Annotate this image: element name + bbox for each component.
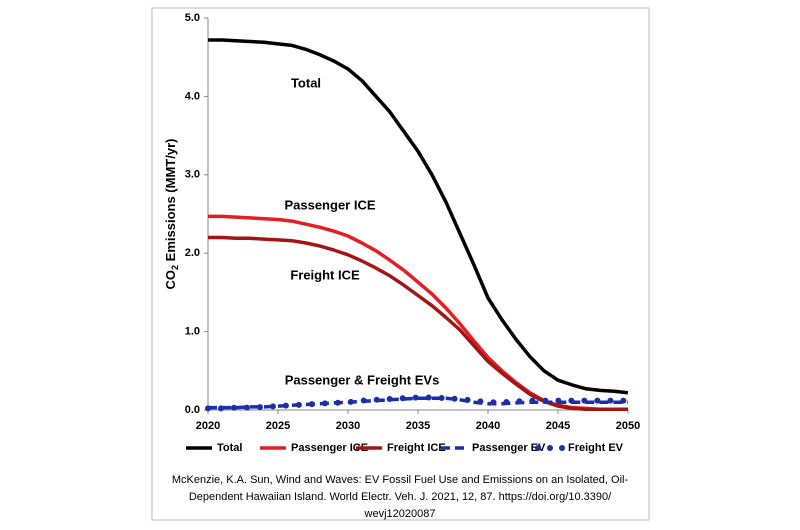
y-tick-label: 3.0 [185, 169, 200, 181]
y-tick-label: 1.0 [185, 326, 200, 338]
x-tick-label: 2025 [266, 420, 290, 432]
caption: wevj12020087 [364, 508, 436, 520]
y-tick-label: 5.0 [185, 12, 200, 24]
legend-label: Passenger EV [472, 442, 546, 454]
series-line [205, 394, 631, 412]
annotation: Total [291, 75, 321, 90]
x-tick-label: 2045 [546, 420, 570, 432]
x-tick-label: 2035 [406, 420, 430, 432]
y-label-part: Emissions (MMT/yr) [163, 139, 178, 265]
annotation: Passenger & Freight EVs [285, 372, 440, 387]
y-tick-label: 4.0 [185, 90, 200, 102]
legend-label: Freight EV [568, 442, 624, 454]
x-tick-label: 2030 [336, 420, 360, 432]
y-axis-label: CO2 Emissions (MMT/yr) [163, 139, 180, 290]
annotation: Passenger ICE [284, 197, 375, 212]
caption: Dependent Hawaiian Island. World Electr.… [189, 491, 612, 503]
y-label-part: CO [163, 270, 178, 290]
legend-label: Total [217, 442, 242, 454]
frame [151, 7, 650, 521]
caption: McKenzie, K.A. Sun, Wind and Waves: EV F… [172, 474, 629, 486]
y-tick-label: 2.0 [185, 247, 200, 259]
y-tick-label: 0.0 [185, 404, 200, 416]
y-label-sub: 2 [170, 265, 180, 270]
legend-label: Freight ICE [387, 442, 446, 454]
series-line [208, 38, 629, 395]
legend-label: Passenger ICE [291, 442, 368, 454]
series-line [208, 235, 628, 411]
annotation: Freight ICE [290, 267, 360, 282]
x-tick-label: 2020 [196, 420, 220, 432]
x-tick-label: 2040 [476, 420, 500, 432]
x-tick-label: 2050 [616, 420, 640, 432]
